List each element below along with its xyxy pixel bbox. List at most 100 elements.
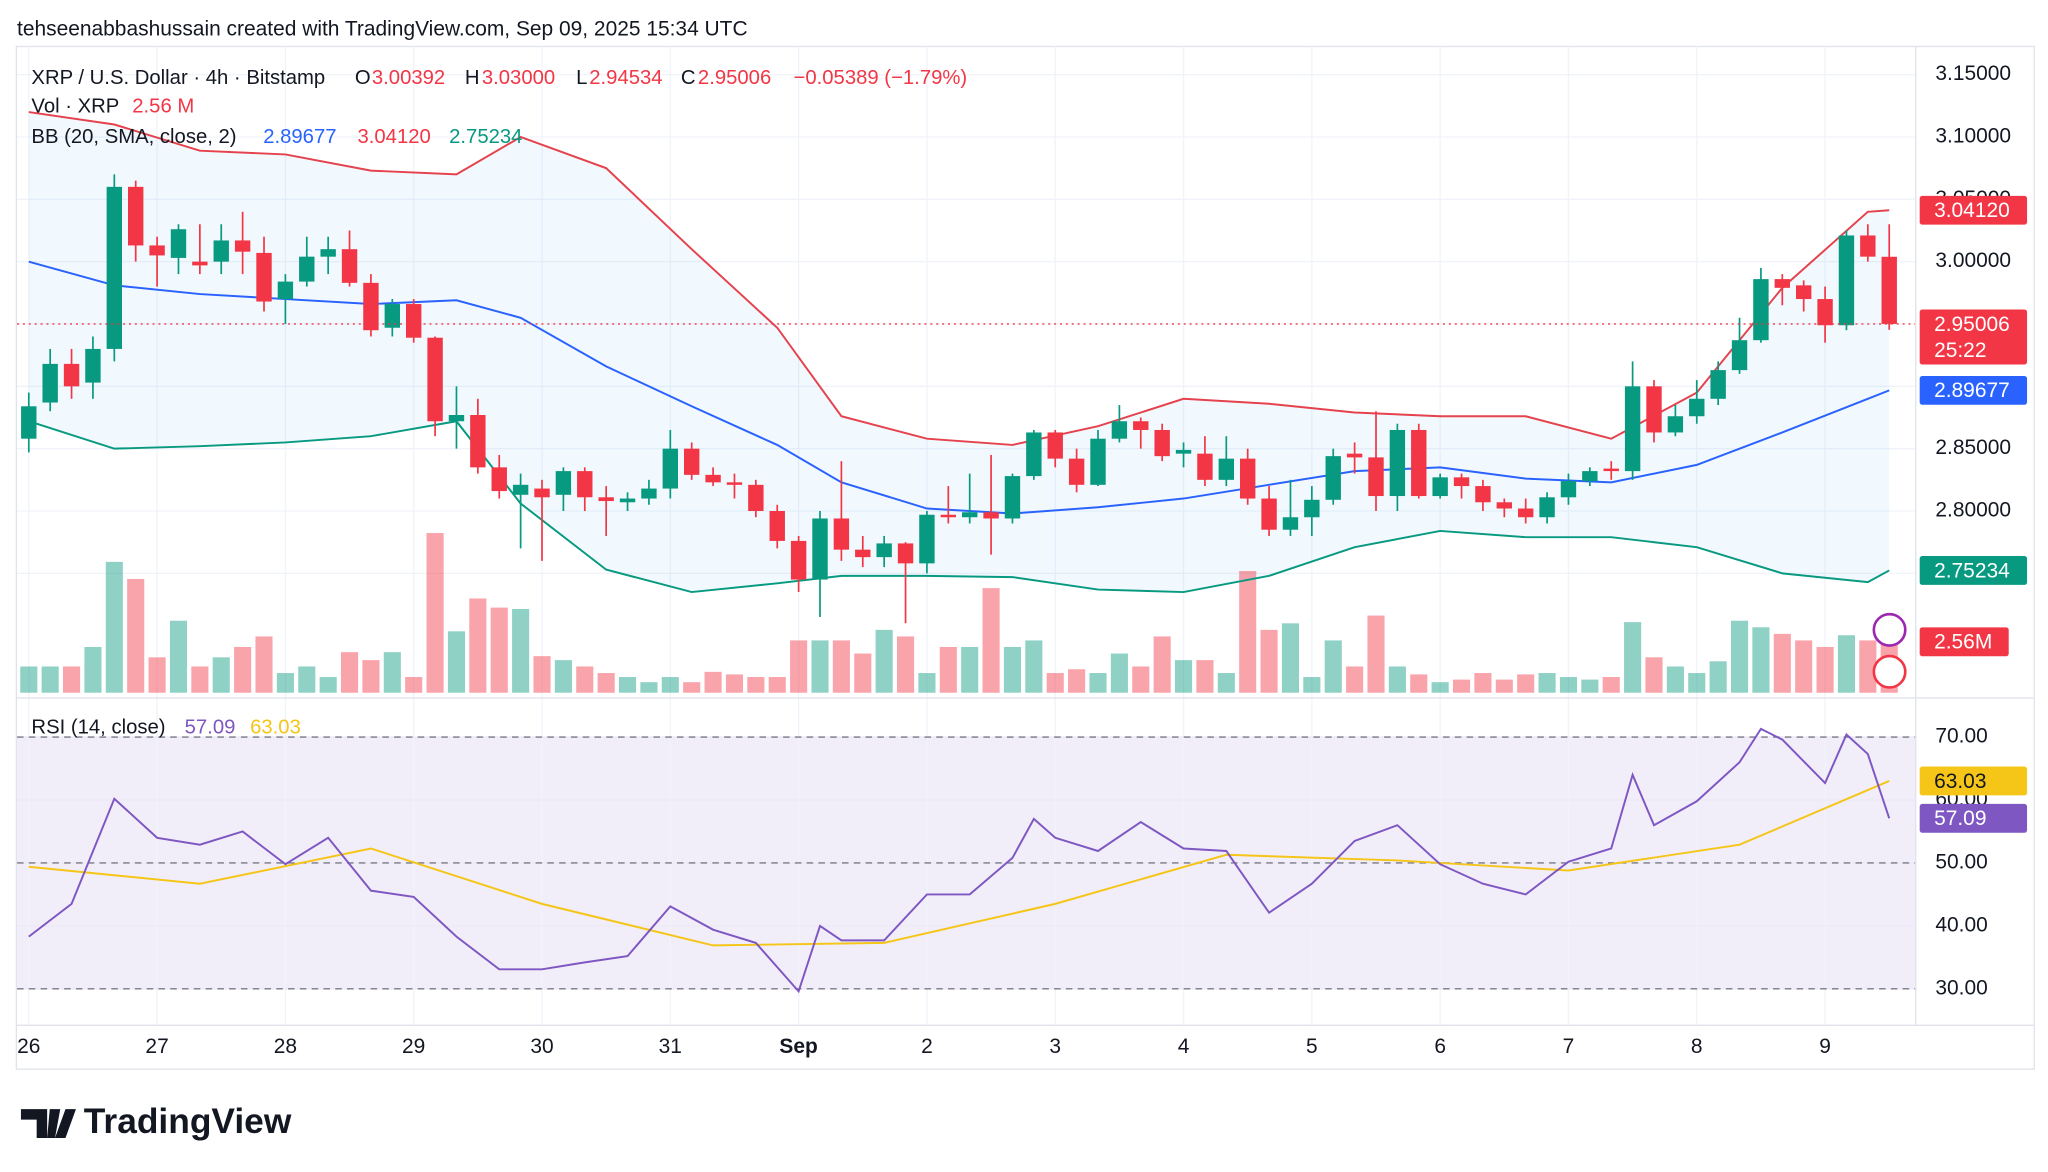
volume-bar: [255, 636, 273, 693]
candle-body: [1304, 499, 1320, 518]
volume-bar: [1645, 657, 1663, 693]
candle-body: [1517, 508, 1534, 518]
candle-body: [1795, 285, 1812, 300]
candle-body: [341, 249, 358, 283]
price-badge: [1919, 803, 2028, 833]
volume-bar: [1217, 673, 1235, 693]
price-badge: [1919, 375, 2028, 405]
volume-bar: [1837, 635, 1856, 693]
volume-bar: [533, 656, 551, 693]
candle-body: [256, 252, 272, 302]
candle-body: [1068, 458, 1085, 485]
candle-body: [213, 240, 229, 262]
legend-bb: BB (20, SMA, close, 2): [31, 126, 236, 148]
volume-bar: [1174, 660, 1193, 693]
candle-body: [855, 549, 871, 558]
volume-bar: [1110, 653, 1128, 693]
candle-body: [1774, 279, 1791, 288]
y-tick-label: 3.00000: [1935, 249, 2011, 272]
legend-c: C: [681, 67, 696, 89]
candle-body: [641, 488, 657, 499]
price-badge: [1919, 556, 2028, 585]
x-tick-label: 30: [530, 1035, 553, 1058]
legend-bb-lower: 2.75234: [449, 126, 522, 148]
volume-bar: [127, 578, 145, 693]
candle-body: [684, 448, 700, 475]
logo: TradingView: [20, 1102, 292, 1141]
volume-bar: [1410, 674, 1428, 693]
candle-body: [1689, 398, 1705, 417]
price-badge: [1919, 627, 2009, 657]
volume-bar: [1431, 682, 1449, 693]
volume-bar: [191, 666, 209, 693]
legend-vol-value: 2.56 M: [132, 96, 194, 118]
candle-body: [1197, 453, 1213, 480]
candle-body: [705, 474, 721, 483]
candle-body: [1111, 421, 1128, 439]
legend-rsi-ma: 63.03: [250, 716, 301, 738]
volume-bar: [1795, 640, 1813, 693]
volume-bar: [169, 620, 188, 693]
volume-bar: [1495, 679, 1513, 693]
rsi-tick-label: 30.00: [1935, 976, 1987, 999]
bb-fill: [28, 112, 1890, 593]
rsi-tick-label: 50.00: [1935, 850, 1987, 873]
candle-body: [1582, 471, 1598, 482]
volume-bar: [811, 640, 829, 693]
volume-bar: [1281, 623, 1300, 693]
candle-body: [1282, 517, 1299, 530]
candle-body: [812, 518, 828, 580]
legend-c-value: 2.95006: [698, 67, 771, 89]
legend-h: H: [465, 67, 480, 89]
y-tick-label: 2.80000: [1935, 499, 2011, 522]
volume-bar: [276, 673, 294, 693]
badge-label: 57.09: [1934, 807, 1986, 830]
bb-line: [28, 420, 1890, 594]
badge-label: 2.56M: [1934, 631, 1992, 654]
volume-bar: [1688, 673, 1706, 693]
volume-bar: [1153, 636, 1171, 693]
volume-bar: [105, 561, 123, 693]
legend-o-value: 3.00392: [372, 67, 445, 89]
candle-body: [1004, 476, 1021, 519]
candle-body: [1560, 481, 1577, 498]
volume-bar: [1196, 660, 1214, 693]
candle-body: [21, 406, 37, 439]
candle-body: [1603, 468, 1619, 472]
candle-body: [833, 518, 850, 550]
badge-label: 63.03: [1934, 770, 1986, 793]
volume-bar: [1816, 646, 1834, 693]
candle-body: [961, 512, 978, 518]
volume-bar: [62, 666, 81, 693]
candle-body: [555, 471, 572, 495]
candle-body: [1325, 456, 1341, 500]
x-tick-label: 5: [1306, 1035, 1318, 1058]
candle-body: [1154, 429, 1170, 457]
volume-bar: [234, 646, 252, 693]
rsi-line: [28, 727, 1891, 994]
volume-bar: [896, 636, 915, 693]
legend-l: L: [576, 67, 587, 89]
x-tick-label: 9: [1819, 1035, 1831, 1058]
volume-bar: [961, 646, 979, 693]
x-tick-label: 2: [921, 1035, 933, 1058]
candle-body: [406, 304, 422, 338]
flag-icon: [1872, 654, 1907, 689]
icons: [1872, 612, 1907, 689]
volume-bar: [41, 666, 59, 693]
volume-bar: [1239, 571, 1257, 693]
candle-body: [1624, 386, 1641, 472]
candle-body: [876, 543, 892, 558]
volume-bar: [447, 631, 466, 693]
volume-bar: [298, 666, 316, 693]
y-tick-label: 3.15000: [1935, 62, 2011, 85]
credit: tehseenabbashussain created with Trading…: [17, 18, 748, 41]
candle-body: [919, 514, 935, 564]
candle-body: [512, 484, 529, 495]
legend-rsi: RSI (14, close): [31, 716, 165, 738]
price-badge: [1919, 195, 2028, 225]
volume-bar: [1260, 629, 1278, 693]
x-tick-label: 4: [1178, 1035, 1190, 1058]
candle-body: [277, 281, 294, 300]
